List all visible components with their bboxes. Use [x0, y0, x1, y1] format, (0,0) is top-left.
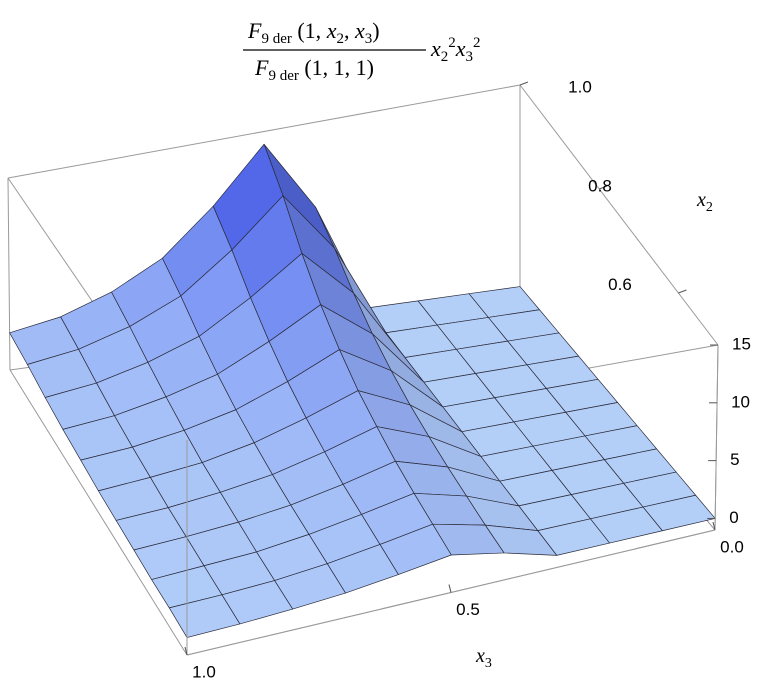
surface [9, 143, 716, 638]
box-edge [7, 177, 11, 371]
title-factor: x22x32 [430, 35, 481, 65]
x3-tick [712, 521, 716, 531]
title-denominator: F9 der (1, 1, 1) [254, 55, 374, 84]
box-edge [7, 84, 521, 179]
x3-axis-label: x3 [475, 645, 492, 671]
x2-tick-label: 1.0 [568, 77, 592, 96]
title-part: F [254, 55, 269, 80]
x2-tick [519, 81, 529, 86]
title-part: 2 [441, 49, 449, 65]
x2-tick [678, 289, 687, 294]
x3-tick [448, 584, 452, 593]
title-part: 9 der [268, 68, 298, 84]
axis-label-part: x [696, 189, 706, 211]
title-part: 2 [448, 35, 456, 51]
chart-title: F9 der (1, x2, x3) F9 der (1, 1, 1) x22x… [243, 18, 481, 84]
title-part: 3 [365, 31, 373, 47]
title-part: x [455, 36, 466, 61]
title-part: F [247, 18, 262, 43]
title-numerator: F9 der (1, x2, x3) [247, 18, 380, 47]
box-edge [714, 344, 719, 531]
title-part: (1, [292, 18, 327, 43]
box-edge [519, 84, 719, 346]
title-part: 2 [336, 31, 344, 47]
x2-tick-label: 0.8 [588, 176, 612, 195]
axis-label-part: x [475, 645, 485, 667]
x3-tick-label: 1.0 [192, 662, 216, 681]
title-part: x [354, 18, 365, 43]
title-part: 2 [473, 35, 481, 51]
x3-tick [184, 646, 188, 656]
title-part: ) [372, 18, 379, 43]
z-tick-label: 15 [732, 334, 751, 353]
x3-tick-label: 0.0 [720, 537, 744, 556]
axes: 0 5 10 15 0.0 0.5 1.0 0.6 0.8 1.0 [184, 77, 751, 681]
title-part: (1, 1, 1) [299, 55, 374, 80]
title-part: 3 [466, 49, 474, 65]
title-part: x [430, 36, 441, 61]
box-edge [9, 369, 188, 656]
z-tick-label: 5 [730, 450, 739, 469]
title-part: 9 der [261, 31, 291, 47]
x2-tick-label: 0.6 [608, 275, 632, 294]
title-part: , [344, 18, 355, 43]
title-part: x [326, 18, 337, 43]
z-tick-label: 10 [731, 392, 750, 411]
x3-tick-label: 0.5 [456, 600, 480, 619]
x2-axis-label: x2 [696, 189, 713, 215]
x2-tick [599, 185, 608, 190]
axis-label-part: 3 [485, 656, 492, 671]
axis-label-part: 2 [706, 200, 713, 215]
z-tick-label: 0 [729, 508, 738, 527]
